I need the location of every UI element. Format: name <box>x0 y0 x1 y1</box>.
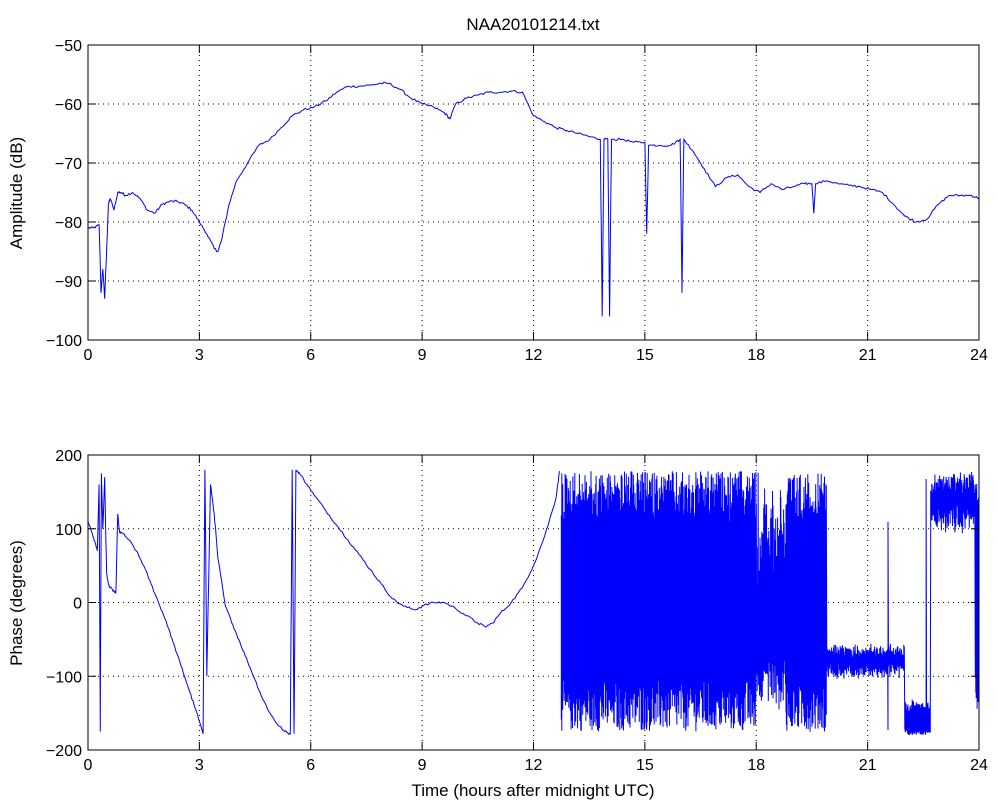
amplitude-xtick-label: 24 <box>970 347 988 364</box>
amplitude-axes: 0 3 6 9 12 15 18 21 24 −100 −90 −80 −70 −60 −50 <box>46 38 988 364</box>
amplitude-ytick-label: −50 <box>55 38 82 55</box>
amplitude-ylabel: Amplitude (dB) <box>7 137 26 249</box>
amplitude-plot-title: NAA20101214.txt <box>466 15 600 34</box>
phase-axes: 0 3 6 9 12 15 18 21 24 −200 −100 0 100 200 <box>46 448 988 774</box>
amplitude-ytick-label: −100 <box>46 333 82 350</box>
phase-xtick-label: 3 <box>195 757 204 774</box>
amplitude-xtick-label: 21 <box>859 347 877 364</box>
amplitude-ytick-label: −60 <box>55 97 82 114</box>
phase-ytick-label: 200 <box>55 448 82 465</box>
phase-xtick-label: 15 <box>636 757 654 774</box>
phase-xtick-label: 0 <box>84 757 93 774</box>
amplitude-xtick-label: 15 <box>636 347 654 364</box>
amplitude-ytick-label: −80 <box>55 215 82 232</box>
phase-xtick-label: 21 <box>859 757 877 774</box>
amplitude-ytick-label: −90 <box>55 274 82 291</box>
amplitude-xtick-label: 0 <box>84 347 93 364</box>
phase-ytick-label: 100 <box>55 522 82 539</box>
amplitude-xtick-label: 9 <box>418 347 427 364</box>
phase-xtick-label: 6 <box>306 757 315 774</box>
phase-noise-trace <box>560 471 980 736</box>
phase-xtick-label: 24 <box>970 757 988 774</box>
phase-ytick-label: −200 <box>46 743 82 760</box>
phase-ylabel: Phase (degrees) <box>7 540 26 666</box>
amplitude-xtick-label: 3 <box>195 347 204 364</box>
phase-xtick-label: 18 <box>747 757 765 774</box>
amplitude-trace-0 <box>87 81 980 317</box>
amplitude-xtick-label: 12 <box>525 347 543 364</box>
phase-xtick-label: 9 <box>418 757 427 774</box>
amplitude-ytick-label: −70 <box>55 156 82 173</box>
phase-xtick-label: 12 <box>525 757 543 774</box>
phase-ytick-label: 0 <box>73 596 82 613</box>
amplitude-xtick-label: 6 <box>306 347 315 364</box>
amplitude-xtick-label: 18 <box>747 347 765 364</box>
phase-ytick-label: −100 <box>46 669 82 686</box>
phase-trace-0 <box>87 469 560 735</box>
phase-xlabel: Time (hours after midnight UTC) <box>411 781 654 800</box>
